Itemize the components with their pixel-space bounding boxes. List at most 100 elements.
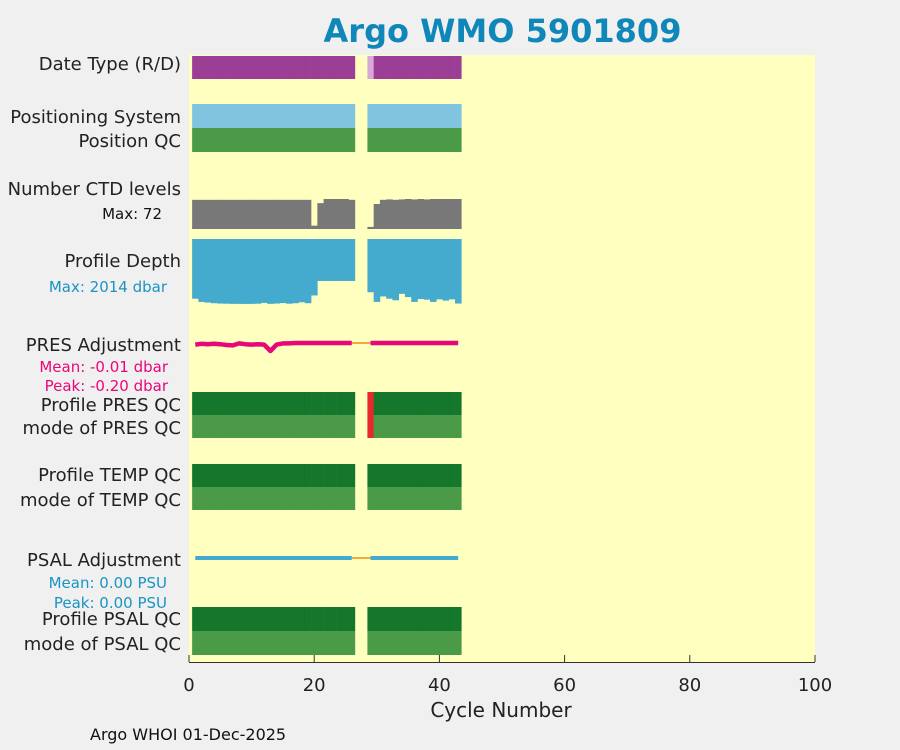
cycle-cell <box>436 392 443 415</box>
cycle-cell <box>235 415 243 438</box>
cycle-cell <box>367 464 374 487</box>
cycle-cell <box>292 415 299 438</box>
cycle-cell <box>423 104 431 128</box>
cycle-cell <box>392 104 400 128</box>
footer-text: Argo WHOI 01-Dec-2025 <box>90 725 287 744</box>
cycle-cell <box>386 392 393 415</box>
cycle-cell <box>323 104 331 128</box>
cycle-cell <box>260 487 268 510</box>
cycle-cell <box>311 128 318 152</box>
cycle-bar <box>279 239 287 304</box>
cycle-cell <box>442 631 450 655</box>
cycle-cell <box>286 104 293 128</box>
cycle-cell <box>198 487 205 510</box>
cycle-cell <box>286 487 293 510</box>
cycle-cell <box>417 56 425 79</box>
cycle-bar <box>254 239 262 304</box>
cycle-cell <box>323 631 331 655</box>
cycle-cell <box>267 392 274 415</box>
cycle-cell <box>417 487 425 510</box>
cycle-cell <box>392 415 400 438</box>
cycle-cell <box>367 487 374 510</box>
cycle-cell <box>386 464 393 487</box>
cycle-bar <box>217 199 224 229</box>
cycle-cell <box>448 631 456 655</box>
cycle-cell <box>198 464 205 487</box>
cycle-cell <box>423 464 431 487</box>
cycle-cell <box>379 487 387 510</box>
cycle-cell <box>217 128 224 152</box>
cycle-cell <box>192 464 199 487</box>
cycle-bar <box>342 239 349 281</box>
cycle-cell <box>317 415 324 438</box>
cycle-bar <box>311 239 318 296</box>
cycle-cell <box>298 392 306 415</box>
cycle-cell <box>404 128 412 152</box>
cycle-cell <box>254 487 262 510</box>
cycle-cell <box>323 56 331 79</box>
cycle-cell <box>379 104 387 128</box>
cycle-cell <box>342 607 349 631</box>
cycle-cell <box>423 56 431 79</box>
cycle-cell <box>417 464 425 487</box>
cycle-bar <box>273 199 281 229</box>
cycle-bar <box>210 199 218 229</box>
cycle-cell <box>398 487 406 510</box>
cycle-cell <box>323 487 331 510</box>
plot-background <box>189 55 815 662</box>
cycle-cell <box>210 607 218 631</box>
cycle-cell <box>260 128 268 152</box>
cycle-cell <box>455 392 462 415</box>
cycle-cell <box>329 415 337 438</box>
cycle-cell <box>317 487 324 510</box>
cycle-cell <box>235 464 243 487</box>
cycle-cell <box>386 487 393 510</box>
cycle-cell <box>311 631 318 655</box>
cycle-cell <box>336 607 343 631</box>
cycle-cell <box>279 56 287 79</box>
cycle-cell <box>348 415 356 438</box>
cycle-cell <box>260 415 268 438</box>
cycle-cell <box>336 128 343 152</box>
cycle-cell <box>235 56 243 79</box>
cycle-bar <box>210 239 218 304</box>
cycle-cell <box>455 415 462 438</box>
cycle-cell <box>273 631 281 655</box>
cycle-cell <box>292 464 299 487</box>
cycle-cell <box>342 464 349 487</box>
cycle-bar <box>373 204 381 229</box>
cycle-cell <box>198 128 205 152</box>
cycle-cell <box>298 56 306 79</box>
cycle-cell <box>292 631 299 655</box>
cycle-cell <box>404 56 412 79</box>
cycle-cell <box>348 631 356 655</box>
cycle-cell <box>311 607 318 631</box>
cycle-cell <box>279 607 287 631</box>
cycle-cell <box>217 607 224 631</box>
cycle-cell <box>442 487 450 510</box>
cycle-cell <box>279 487 287 510</box>
cycle-cell <box>392 392 400 415</box>
cycle-cell <box>260 56 268 79</box>
cycle-cell <box>386 56 393 79</box>
cycle-bar <box>323 239 331 281</box>
cycle-cell <box>342 392 349 415</box>
cycle-cell <box>411 56 418 79</box>
row-label: Profile TEMP QC <box>38 465 181 486</box>
cycle-cell <box>217 104 224 128</box>
cycle-cell <box>192 607 199 631</box>
cycle-cell <box>379 128 387 152</box>
cycle-cell <box>392 607 400 631</box>
cycle-cell <box>411 392 418 415</box>
cycle-cell <box>286 631 293 655</box>
cycle-cell <box>367 104 374 128</box>
cycle-bar <box>292 199 299 229</box>
cycle-cell <box>192 415 199 438</box>
cycle-cell <box>317 104 324 128</box>
cycle-cell <box>279 392 287 415</box>
cycle-cell <box>417 415 425 438</box>
cycle-bar <box>192 199 199 229</box>
cycle-cell <box>198 392 205 415</box>
cycle-cell <box>248 104 256 128</box>
cycle-bar <box>430 199 437 229</box>
